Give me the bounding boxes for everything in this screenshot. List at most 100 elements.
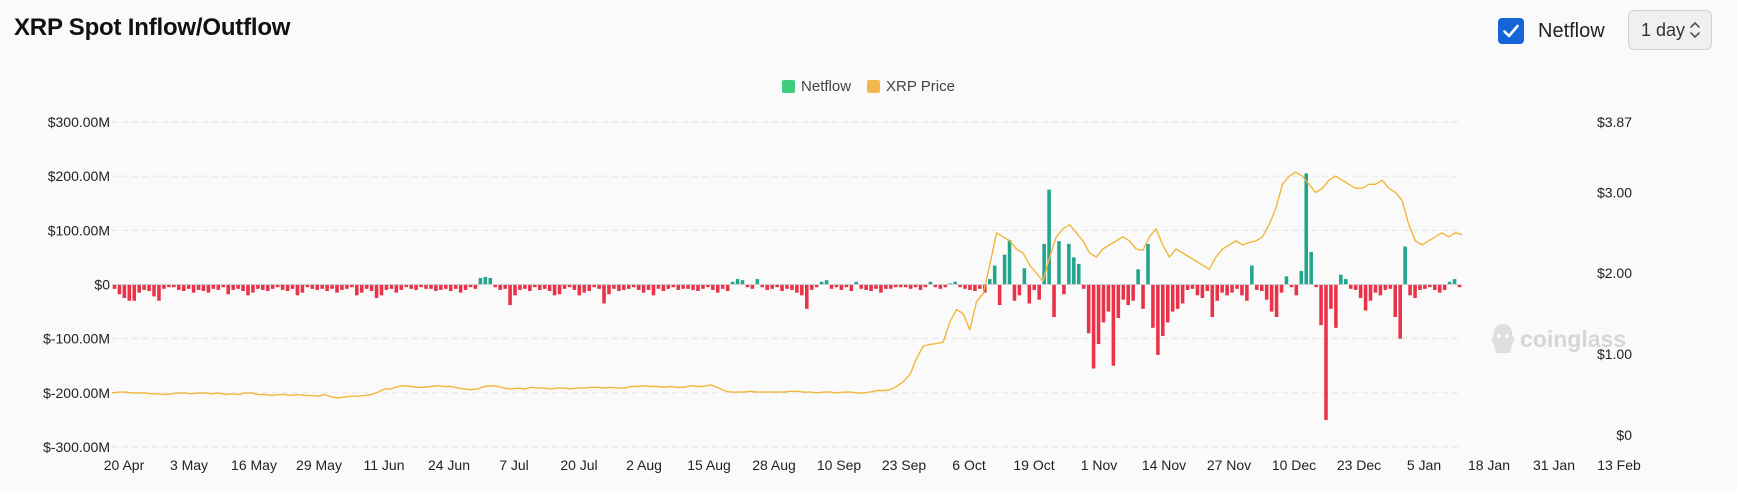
netflow-bar: [785, 284, 789, 289]
netflow-bar: [577, 284, 582, 296]
netflow-bar: [434, 284, 438, 291]
netflow-bar: [701, 284, 705, 289]
netflow-bar: [448, 284, 453, 291]
netflow-bar: [869, 284, 873, 291]
x-tick-label: 20 Jul: [560, 457, 597, 473]
netflow-bar: [1408, 284, 1412, 296]
netflow-bar: [1101, 284, 1106, 323]
netflow-bar: [612, 284, 616, 289]
netflow-bar: [602, 284, 606, 304]
netflow-bar: [1091, 284, 1096, 369]
x-tick-label: 14 Nov: [1142, 457, 1186, 473]
netflow-bar: [468, 284, 473, 288]
interval-select[interactable]: 1 day: [1628, 10, 1712, 50]
x-tick-label: 19 Oct: [1013, 457, 1054, 473]
netflow-bar: [720, 284, 725, 289]
netflow-bar: [226, 284, 230, 295]
netflow-bar: [335, 284, 339, 293]
netflow-bar: [1368, 284, 1373, 301]
netflow-bar: [1274, 284, 1279, 317]
netflow-bar: [152, 284, 156, 297]
netflow-bar: [315, 284, 319, 290]
x-tick-label: 13 Feb: [1597, 457, 1641, 473]
legend-item-xrp-price[interactable]: XRP Price: [867, 78, 955, 95]
x-tick-label: 15 Aug: [687, 457, 731, 473]
netflow-bar: [889, 284, 893, 289]
check-icon: [1503, 24, 1519, 38]
netflow-bar: [142, 284, 146, 290]
netflow-bar: [340, 284, 344, 290]
netflow-bar: [1190, 284, 1195, 289]
netflow-bar: [928, 281, 933, 285]
netflow-bar: [1111, 284, 1116, 366]
netflow-bar: [622, 284, 626, 290]
netflow-bar: [1348, 284, 1353, 289]
netflow-bar: [671, 284, 676, 288]
netflow-bar: [1175, 284, 1180, 309]
legend-item-netflow[interactable]: Netflow: [782, 78, 851, 95]
netflow-bar: [607, 284, 611, 295]
netflow-bar: [686, 284, 690, 289]
netflow-bar: [1161, 284, 1165, 336]
y-left-tick-label: $200.00M: [48, 168, 110, 184]
netflow-bar: [552, 284, 557, 296]
netflow-bar: [290, 284, 295, 289]
y-left-tick-label: $-100.00M: [43, 331, 110, 347]
netflow-bar: [582, 284, 587, 293]
netflow-bar: [1457, 284, 1462, 288]
netflow-bar: [770, 284, 774, 289]
netflow-checkbox[interactable]: [1498, 18, 1524, 44]
x-tick-label: 3 May: [170, 457, 208, 473]
x-tick-label: 10 Dec: [1272, 457, 1316, 473]
netflow-bar: [429, 284, 433, 289]
netflow-bar: [473, 284, 478, 289]
netflow-bar: [879, 284, 883, 293]
netflow-bar: [1225, 284, 1229, 296]
x-tick-label: 29 May: [296, 457, 342, 473]
netflow-bar: [498, 284, 502, 290]
x-tick-label: 31 Jan: [1533, 457, 1575, 473]
netflow-bar: [1383, 284, 1388, 290]
netflow-bar: [1141, 284, 1145, 309]
netflow-bar: [1373, 284, 1378, 293]
netflow-bar: [592, 284, 596, 288]
netflow-bar: [730, 281, 735, 285]
netflow-bar: [1294, 284, 1299, 296]
netflow-bar: [844, 284, 849, 288]
netflow-bar: [191, 284, 196, 293]
netflow-bar: [1057, 241, 1061, 285]
netflow-bar: [246, 284, 250, 296]
x-tick-label: 23 Dec: [1337, 457, 1381, 473]
netflow-bar: [597, 284, 601, 289]
netflow-bar: [1398, 284, 1402, 339]
netflow-bar: [1230, 284, 1234, 293]
netflow-bar: [676, 284, 680, 290]
netflow-bar: [221, 284, 226, 288]
netflow-toggle[interactable]: Netflow: [1498, 18, 1605, 44]
netflow-bar: [696, 284, 700, 291]
netflow-bar: [711, 284, 715, 290]
page-title: XRP Spot Inflow/Outflow: [14, 14, 291, 41]
netflow-bar: [1116, 284, 1121, 319]
netflow-bar: [137, 284, 141, 293]
netflow-bar: [270, 284, 275, 289]
netflow-bar: [572, 284, 577, 290]
netflow-bar: [542, 284, 547, 289]
netflow-bar: [1240, 284, 1244, 296]
chart-legend: Netflow XRP Price: [0, 78, 1737, 95]
netflow-bar: [760, 284, 765, 288]
netflow-bar: [1032, 284, 1037, 290]
netflow-bar: [1067, 243, 1071, 285]
netflow-bar: [864, 284, 868, 290]
x-tick-label: 23 Sep: [882, 457, 927, 473]
netflow-bar: [493, 284, 498, 288]
y-left-tick-label: $-300.00M: [43, 439, 110, 455]
x-tick-label: 11 Jun: [364, 457, 405, 473]
x-tick-label: 24 Jun: [428, 457, 470, 473]
netflow-bar: [1156, 284, 1160, 355]
netflow-bar: [795, 284, 799, 293]
netflow-bar: [503, 284, 507, 289]
netflow-bar: [1334, 284, 1338, 328]
netflow-bar: [374, 284, 379, 299]
netflow-bar: [231, 284, 235, 290]
